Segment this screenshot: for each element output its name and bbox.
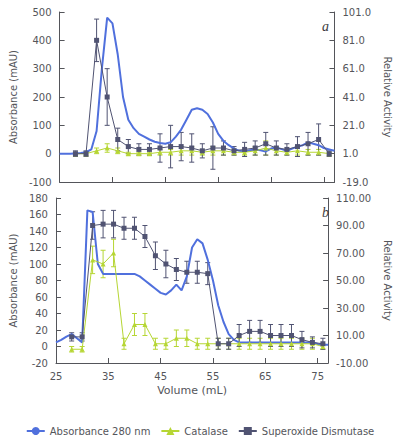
svg-text:Relative Activity: Relative Activity (382, 240, 393, 321)
svg-text:21.0: 21.0 (342, 120, 364, 131)
svg-text:20: 20 (35, 325, 48, 336)
svg-text:1.0: 1.0 (342, 148, 358, 159)
svg-text:50.00: 50.00 (336, 275, 365, 286)
svg-text:200: 200 (33, 92, 52, 103)
svg-text:25: 25 (50, 371, 63, 382)
svg-text:75: 75 (311, 371, 324, 382)
svg-text:Superoxide Dismutase: Superoxide Dismutase (262, 426, 374, 437)
svg-text:-20: -20 (32, 358, 48, 369)
svg-text:Absorbance (mAU): Absorbance (mAU) (8, 50, 19, 144)
svg-text:70.00: 70.00 (336, 248, 365, 259)
svg-text:b: b (322, 205, 329, 220)
svg-text:0: 0 (45, 148, 51, 159)
svg-text:120: 120 (29, 242, 48, 253)
svg-text:90.00: 90.00 (336, 220, 365, 231)
svg-text:100: 100 (33, 120, 52, 131)
svg-text:500: 500 (33, 7, 52, 18)
svg-text:-10.00: -10.00 (336, 358, 368, 369)
svg-text:Catalase: Catalase (184, 426, 227, 437)
svg-text:Volume (mL): Volume (mL) (157, 384, 227, 397)
svg-text:55: 55 (207, 371, 220, 382)
svg-text:-100: -100 (29, 177, 52, 188)
svg-text:41.0: 41.0 (342, 92, 364, 103)
svg-text:101.0: 101.0 (342, 7, 371, 18)
svg-text:65: 65 (259, 371, 272, 382)
svg-text:61.0: 61.0 (342, 63, 364, 74)
svg-text:a: a (322, 19, 329, 34)
svg-text:100: 100 (29, 259, 48, 270)
svg-text:30.00: 30.00 (336, 303, 365, 314)
svg-text:45: 45 (154, 371, 167, 382)
svg-text:35: 35 (102, 371, 115, 382)
svg-text:60: 60 (35, 292, 48, 303)
svg-text:110.00: 110.00 (336, 193, 371, 204)
svg-text:0: 0 (42, 341, 48, 352)
svg-text:140: 140 (29, 226, 48, 237)
svg-text:-19.0: -19.0 (342, 177, 368, 188)
svg-text:10.00: 10.00 (336, 330, 365, 341)
svg-text:80: 80 (35, 275, 48, 286)
svg-text:Absorbance (mAU): Absorbance (mAU) (8, 233, 19, 327)
svg-text:81.0: 81.0 (342, 35, 364, 46)
svg-text:160: 160 (29, 209, 48, 220)
svg-text:Absorbance 280 nm: Absorbance 280 nm (50, 426, 151, 437)
svg-text:400: 400 (33, 35, 52, 46)
svg-text:300: 300 (33, 63, 52, 74)
svg-text:40: 40 (35, 308, 48, 319)
svg-text:180: 180 (29, 193, 48, 204)
svg-text:Relative Activity: Relative Activity (382, 57, 393, 138)
